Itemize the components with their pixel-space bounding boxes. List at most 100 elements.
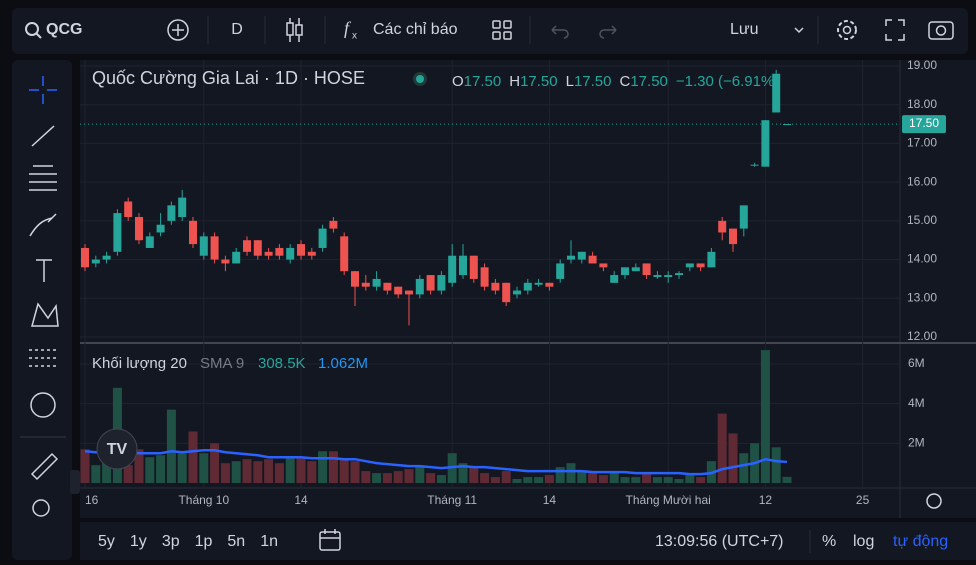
text-tool[interactable]	[36, 259, 52, 282]
price-tick-label: 14.00	[907, 252, 937, 266]
volume-bar	[242, 459, 252, 483]
camera-icon	[928, 21, 954, 40]
candle-body	[534, 282, 543, 285]
volume-last: 308.5K	[258, 355, 306, 372]
volume-bar	[544, 475, 554, 483]
volume-bar	[620, 477, 630, 483]
zoom-tool[interactable]	[32, 499, 50, 517]
candle-body	[621, 267, 629, 276]
candle-body	[124, 201, 133, 217]
time-tick-label: 25	[856, 493, 870, 507]
volume-bar	[674, 479, 684, 483]
undo-button[interactable]	[551, 25, 569, 39]
trendline-tool[interactable]	[31, 125, 55, 147]
axis-settings[interactable]	[926, 493, 942, 509]
candle-body	[394, 286, 403, 295]
volume-bar	[318, 451, 328, 483]
ruler-tool[interactable]	[30, 452, 59, 481]
candle-body	[329, 220, 338, 229]
candle-body	[491, 282, 500, 291]
candle-body	[448, 255, 457, 283]
ohlc-key: O	[452, 73, 464, 90]
volume-bar	[328, 451, 338, 483]
prediction-tool[interactable]	[29, 349, 57, 367]
sma-line	[84, 449, 788, 476]
symbol-search[interactable]: QCG	[25, 21, 82, 39]
indicators-button[interactable]: f x Các chỉ báo	[344, 18, 458, 42]
volume-bar	[523, 477, 533, 483]
candle-body	[523, 282, 532, 291]
redo-button[interactable]	[599, 25, 617, 39]
ohlc-key: L	[566, 73, 574, 90]
candle-body	[243, 240, 251, 252]
chart-type[interactable]	[286, 18, 303, 42]
volume-bar	[663, 477, 673, 483]
candle-body	[340, 236, 349, 272]
range-button[interactable]: 5n	[227, 533, 245, 550]
candle-body	[102, 255, 111, 260]
save-button[interactable]: Lưu	[730, 21, 804, 38]
chevron	[794, 27, 804, 34]
interval[interactable]: D	[231, 21, 243, 38]
fullscreen-button[interactable]	[885, 19, 905, 41]
candle-body	[210, 236, 219, 260]
range-button[interactable]: 5y	[98, 533, 115, 550]
ohlc-value: 17.50	[574, 73, 612, 90]
volume-bar	[361, 471, 371, 483]
candle-body	[135, 216, 143, 241]
log-toggle[interactable]: log	[853, 533, 874, 550]
fx-icon: f	[344, 18, 352, 38]
volume-bar	[642, 473, 652, 483]
settings-button[interactable]	[837, 20, 857, 40]
ohlc-legend: O 17.50 H 17.50 L 17.50 C 17.50 −1.30 (−6.91%)	[452, 73, 779, 90]
candle-body	[610, 275, 619, 283]
volume-bar	[534, 477, 544, 483]
volume-bar	[210, 443, 220, 483]
crosshair-tool[interactable]	[29, 76, 57, 104]
bottom-toolbar	[80, 522, 976, 560]
percent-toggle[interactable]: %	[822, 533, 836, 550]
candle-body	[502, 282, 511, 303]
candle-body	[664, 275, 673, 277]
volume-bar	[458, 463, 468, 483]
screenshot-button[interactable]	[928, 21, 954, 40]
volume-bar	[555, 467, 565, 483]
price-tick-label: 16.00	[907, 174, 937, 188]
volume-bar	[739, 453, 749, 483]
time-tick-label: 14	[543, 493, 557, 507]
collapse-button[interactable]	[70, 470, 80, 494]
layouts-button[interactable]	[492, 20, 512, 40]
volume-bar	[609, 473, 619, 483]
candle-body	[588, 255, 597, 264]
volume-bar	[696, 477, 706, 483]
volume-bar	[728, 433, 738, 483]
candle-icon	[295, 24, 303, 36]
fib-tool[interactable]	[29, 165, 57, 191]
auto-toggle[interactable]: tự động	[893, 533, 948, 550]
candle-body	[167, 205, 176, 221]
volume-bar	[80, 449, 90, 483]
add-symbol[interactable]	[167, 19, 189, 41]
candle-body	[739, 205, 748, 229]
range-button[interactable]: 3p	[162, 533, 180, 550]
candle-body	[145, 236, 154, 248]
search-icon	[35, 32, 42, 39]
grid-icon	[492, 31, 501, 40]
pattern-tool[interactable]	[31, 302, 59, 327]
brush-tool[interactable]	[29, 213, 57, 237]
goto-date[interactable]	[319, 529, 341, 551]
time-tick-label: Tháng Mười hai	[626, 493, 711, 507]
candle-body	[253, 240, 262, 256]
candle-body	[415, 278, 424, 295]
candle-body	[91, 259, 100, 264]
range-button[interactable]: 1n	[260, 533, 278, 550]
clock: 13:09:56 (UTC+7)	[655, 533, 784, 550]
emoji-tool[interactable]	[30, 392, 56, 418]
range-button[interactable]: 1p	[195, 533, 213, 550]
volume-bar	[274, 463, 284, 483]
range-button[interactable]: 1y	[130, 533, 147, 550]
volume-bar	[177, 453, 187, 483]
volume-bar	[91, 465, 101, 483]
volume-bar	[253, 461, 263, 483]
